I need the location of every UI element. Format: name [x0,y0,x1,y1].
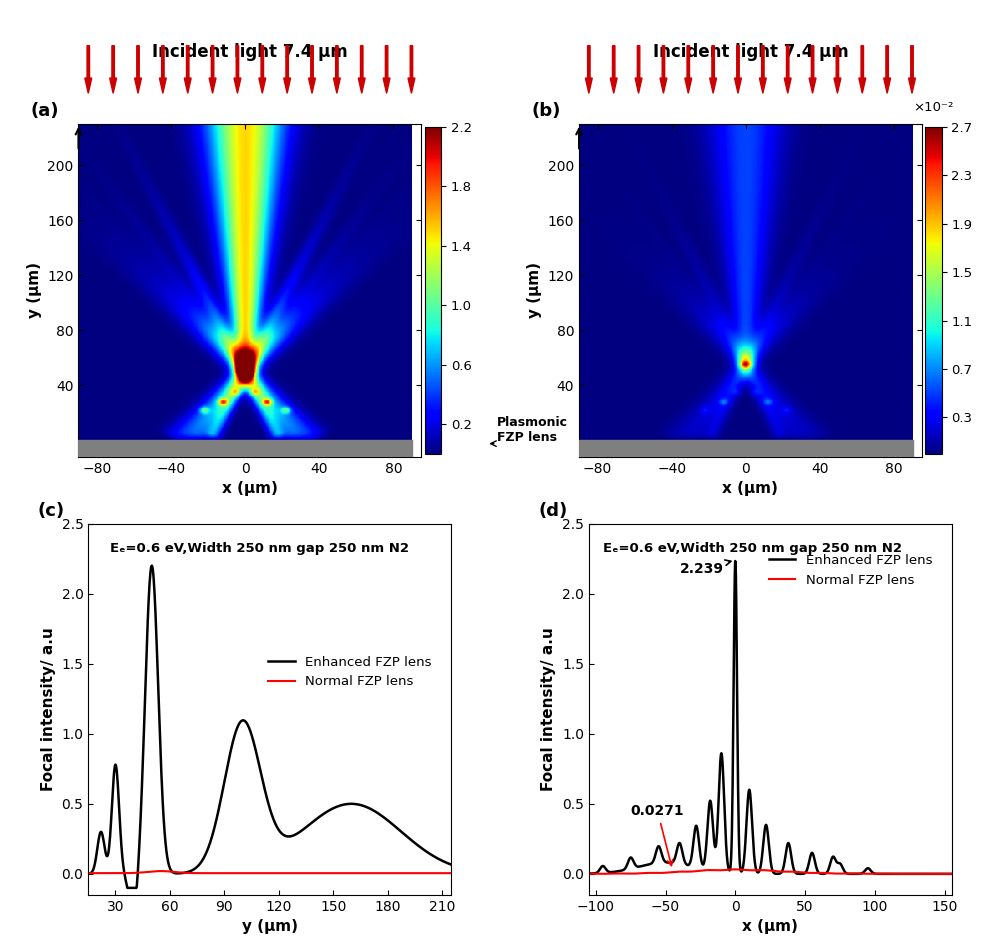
Normal FZP lens [730,863,742,875]
Normal FZP lens [743,864,754,876]
Normal FZP lens [919,868,931,880]
Text: 0.0271: 0.0271 [631,804,685,865]
Y-axis label: y (μm): y (μm) [527,263,542,318]
Enhanced FZP lens [105,823,117,835]
Line: Normal FZP lens: Normal FZP lens [88,871,451,873]
Normal FZP lens [314,867,326,879]
Text: 2.239: 2.239 [680,560,731,576]
Text: (b): (b) [531,103,560,121]
Enhanced FZP lens [303,819,315,830]
Title: Incident light 7.4 μm: Incident light 7.4 μm [652,43,849,61]
Normal FZP lens [303,867,315,879]
Enhanced FZP lens [866,866,878,878]
X-axis label: x (μm): x (μm) [743,920,799,934]
Normal FZP lens [583,868,594,880]
Enhanced FZP lens [620,862,632,873]
Normal FZP lens [358,867,370,879]
Normal FZP lens [833,868,845,880]
Normal FZP lens [873,868,885,880]
Normal FZP lens [294,867,306,879]
Text: Eₑ=0.6 eV,Width 250 nm gap 250 nm N2: Eₑ=0.6 eV,Width 250 nm gap 250 nm N2 [603,543,903,555]
Text: Eₑ=0.6 eV,Width 250 nm gap 250 nm N2: Eₑ=0.6 eV,Width 250 nm gap 250 nm N2 [110,543,409,555]
Enhanced FZP lens [146,560,158,571]
Line: Normal FZP lens: Normal FZP lens [589,869,952,874]
Normal FZP lens [155,865,167,877]
Line: Enhanced FZP lens: Enhanced FZP lens [88,565,451,888]
Normal FZP lens [729,863,741,875]
X-axis label: x (μm): x (μm) [222,482,278,496]
Enhanced FZP lens [445,859,457,870]
Normal FZP lens [395,867,407,879]
Text: Plasmonic
FZP lens: Plasmonic FZP lens [496,416,568,444]
Bar [579,441,912,457]
Legend: Enhanced FZP lens, Normal FZP lens: Enhanced FZP lens, Normal FZP lens [764,548,938,592]
Enhanced FZP lens [946,868,957,880]
Normal FZP lens [267,867,279,879]
Y-axis label: y (μm): y (μm) [26,263,41,318]
Enhanced FZP lens [294,826,306,838]
Enhanced FZP lens [122,883,133,894]
Legend: Enhanced FZP lens, Normal FZP lens: Enhanced FZP lens, Normal FZP lens [263,650,438,694]
Normal FZP lens [105,867,117,879]
Enhanced FZP lens [395,826,407,838]
Enhanced FZP lens [583,868,594,880]
Title: Incident light 7.4 μm: Incident light 7.4 μm [152,43,347,61]
Normal FZP lens [866,868,878,880]
Enhanced FZP lens [730,570,742,582]
Enhanced FZP lens [873,868,885,880]
Y-axis label: Focal intensity/ a.u: Focal intensity/ a.u [542,627,556,791]
Normal FZP lens [620,868,632,880]
Normal FZP lens [82,867,94,879]
Enhanced FZP lens [743,784,754,796]
Text: (c): (c) [37,502,65,520]
Enhanced FZP lens [82,868,94,880]
Normal FZP lens [946,868,957,880]
Normal FZP lens [445,867,457,879]
Text: (d): (d) [538,502,567,520]
Line: Enhanced FZP lens: Enhanced FZP lens [589,561,952,874]
Enhanced FZP lens [729,555,741,566]
Y-axis label: Focal intensity/ a.u: Focal intensity/ a.u [41,627,56,791]
Enhanced FZP lens [314,810,326,822]
Text: ×10⁻²: ×10⁻² [913,101,954,114]
Bar [78,441,412,457]
Enhanced FZP lens [833,857,845,868]
Enhanced FZP lens [358,801,370,812]
X-axis label: x (μm): x (μm) [722,482,778,496]
Text: (a): (a) [30,103,59,121]
X-axis label: y (μm): y (μm) [241,920,297,934]
